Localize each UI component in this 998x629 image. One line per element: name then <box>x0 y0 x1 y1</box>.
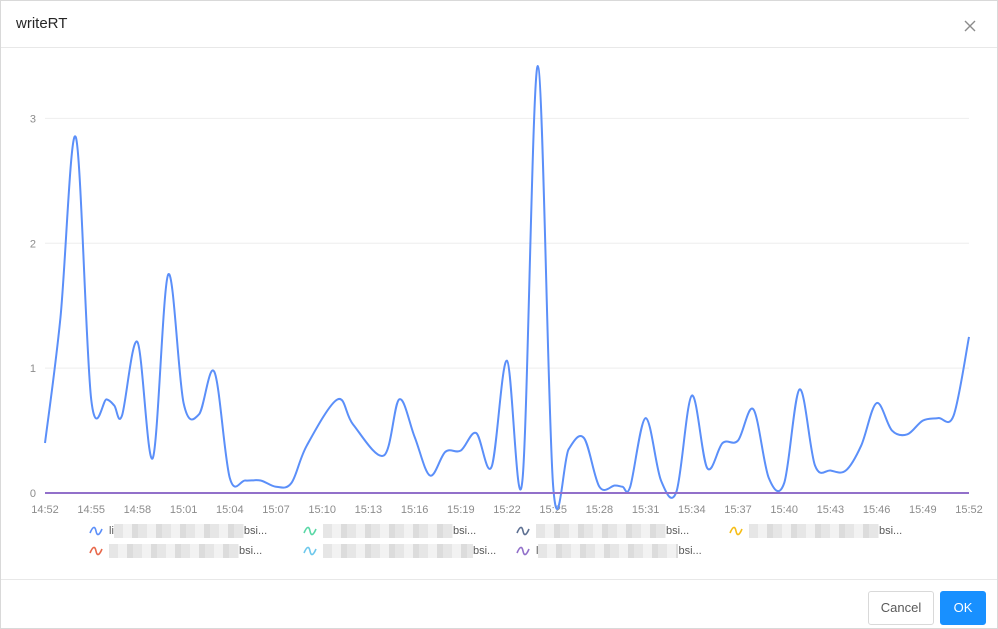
legend-label: l bsi... <box>536 544 702 558</box>
y-tick-label: 1 <box>30 363 36 375</box>
x-tick-label: 14:55 <box>77 504 105 516</box>
x-tick-label: 15:04 <box>216 504 244 516</box>
y-tick-label: 2 <box>30 238 36 250</box>
x-tick-label: 14:58 <box>124 504 152 516</box>
redacted-text <box>113 524 244 538</box>
legend-label: li bsi... <box>109 524 267 538</box>
x-tick-label: 15:46 <box>863 504 891 516</box>
legend-item[interactable]: li bsi... <box>89 521 267 541</box>
x-tick-label: 15:28 <box>586 504 614 516</box>
legend-label-suffix: bsi... <box>879 524 903 537</box>
legend-wave-icon <box>303 526 317 536</box>
legend-label-suffix: bsi... <box>243 524 268 537</box>
legend-label-prefix: li <box>109 524 114 537</box>
legend-wave-icon <box>516 526 530 536</box>
legend-item[interactable]: l bsi... <box>516 541 702 561</box>
legend-label-suffix: bsi... <box>473 544 497 557</box>
legend-item[interactable]: bsi... <box>729 521 902 541</box>
legend-item[interactable]: bsi... <box>516 521 689 541</box>
x-tick-label: 15:43 <box>817 504 845 516</box>
dialog-header: writeRT <box>1 1 997 48</box>
legend-wave-icon <box>516 546 530 556</box>
x-tick-label: 15:16 <box>401 504 429 516</box>
cancel-button[interactable]: Cancel <box>868 591 934 625</box>
legend-label: bsi... <box>323 524 476 538</box>
redacted-text <box>323 524 453 538</box>
redacted-text <box>536 524 666 538</box>
legend-label-prefix: l <box>536 544 539 557</box>
x-tick-label: 15:52 <box>955 504 983 516</box>
y-tick-label: 0 <box>30 488 36 500</box>
x-tick-label: 15:49 <box>909 504 937 516</box>
x-tick-label: 15:34 <box>678 504 706 516</box>
legend-item[interactable]: bsi... <box>303 521 476 541</box>
legend-wave-icon <box>729 526 743 536</box>
dialog-title: writeRT <box>16 15 68 32</box>
legend-label-suffix: bsi... <box>453 524 477 537</box>
x-tick-label: 15:07 <box>262 504 290 516</box>
series-line <box>44 64 970 510</box>
x-tick-label: 15:37 <box>724 504 752 516</box>
x-tick-label: 15:25 <box>539 504 567 516</box>
x-tick-label: 15:31 <box>632 504 660 516</box>
legend-item[interactable]: bsi... <box>89 541 262 561</box>
legend-label-suffix: bsi... <box>666 524 690 537</box>
legend-wave-icon <box>303 546 317 556</box>
x-tick-label: 15:10 <box>308 504 336 516</box>
legend-label: bsi... <box>109 544 262 558</box>
legend-wave-icon <box>89 546 103 556</box>
ok-button[interactable]: OK <box>940 591 986 625</box>
legend-label: bsi... <box>749 524 902 538</box>
redacted-text <box>323 544 473 558</box>
legend-label-suffix: bsi... <box>678 544 702 557</box>
legend-label: bsi... <box>323 544 496 558</box>
x-tick-label: 15:13 <box>355 504 383 516</box>
legend-label: bsi... <box>536 524 689 538</box>
x-tick-label: 15:22 <box>493 504 521 516</box>
legend-wave-icon <box>89 526 103 536</box>
x-tick-label: 15:19 <box>447 504 475 516</box>
redacted-text <box>538 544 679 558</box>
x-tick-label: 15:40 <box>770 504 798 516</box>
legend-item[interactable]: bsi... <box>303 541 496 561</box>
dialog-footer: Cancel OK <box>1 579 997 629</box>
close-icon[interactable] <box>961 17 979 35</box>
chart-legend: li bsi... bsi... bsi... bsi... bsi... bsi... l b… <box>1 517 997 567</box>
redacted-text <box>109 544 239 558</box>
y-tick-label: 3 <box>30 113 36 125</box>
x-tick-label: 14:52 <box>31 504 59 516</box>
writert-line-chart: 0 1 2 3 14:52 14:55 14:58 15:01 15:04 15:07 15:10 1… <box>30 64 983 516</box>
legend-label-suffix: bsi... <box>239 544 263 557</box>
redacted-text <box>749 524 879 538</box>
x-tick-label: 15:01 <box>170 504 198 516</box>
